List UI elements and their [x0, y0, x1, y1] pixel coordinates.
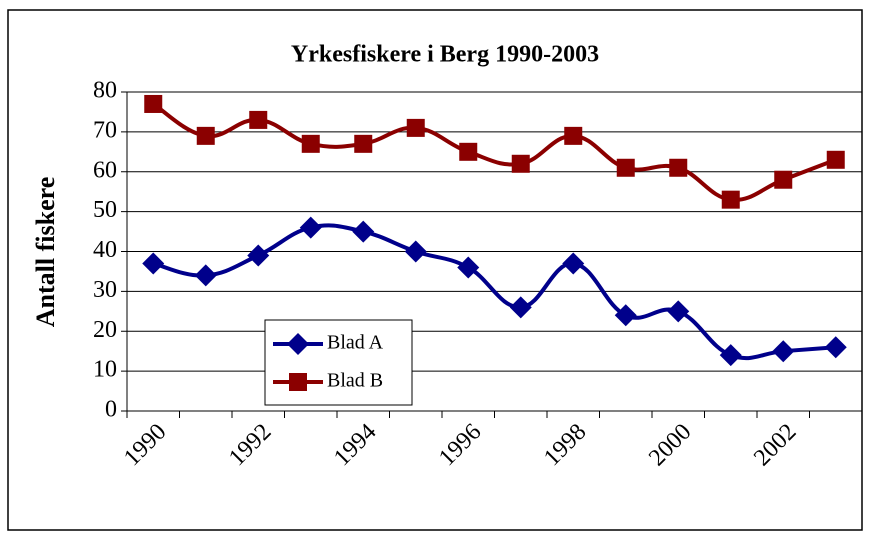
y-tick-label: 80	[93, 78, 117, 104]
marker	[247, 244, 270, 267]
y-tick-label: 70	[93, 117, 117, 143]
marker	[719, 344, 742, 367]
marker	[772, 340, 795, 363]
marker	[459, 142, 478, 161]
chart-title: Yrkesfiskere i Berg 1990-2003	[291, 42, 599, 68]
y-tick-label: 0	[105, 397, 117, 423]
marker	[144, 94, 163, 113]
legend-marker	[289, 373, 307, 391]
legend-marker	[287, 333, 309, 355]
marker	[196, 126, 215, 145]
y-tick-label: 30	[93, 277, 117, 303]
marker	[669, 158, 688, 177]
marker	[404, 240, 427, 263]
legend-label: Blad B	[327, 370, 383, 392]
y-tick-label: 10	[93, 357, 117, 383]
marker	[721, 190, 740, 209]
marker	[509, 296, 532, 319]
marker	[826, 150, 845, 169]
marker	[194, 264, 217, 287]
y-axis-label: Antall fiskere	[31, 177, 60, 327]
marker	[667, 300, 690, 323]
marker	[299, 216, 322, 239]
marker	[774, 170, 793, 189]
legend-label: Blad A	[327, 332, 384, 354]
marker	[511, 154, 530, 173]
marker	[301, 134, 320, 153]
marker	[616, 158, 635, 177]
marker	[249, 110, 268, 129]
y-tick-label: 20	[93, 317, 117, 343]
marker	[354, 134, 373, 153]
marker	[457, 256, 480, 279]
y-tick-label: 40	[93, 237, 117, 263]
marker	[142, 252, 165, 275]
y-tick-label: 50	[93, 197, 117, 223]
series-line	[152, 223, 836, 361]
marker	[824, 336, 847, 359]
marker	[352, 220, 375, 243]
y-tick-label: 60	[93, 157, 117, 183]
marker	[562, 252, 585, 275]
marker	[564, 126, 583, 145]
marker	[614, 304, 637, 327]
marker	[406, 118, 425, 137]
